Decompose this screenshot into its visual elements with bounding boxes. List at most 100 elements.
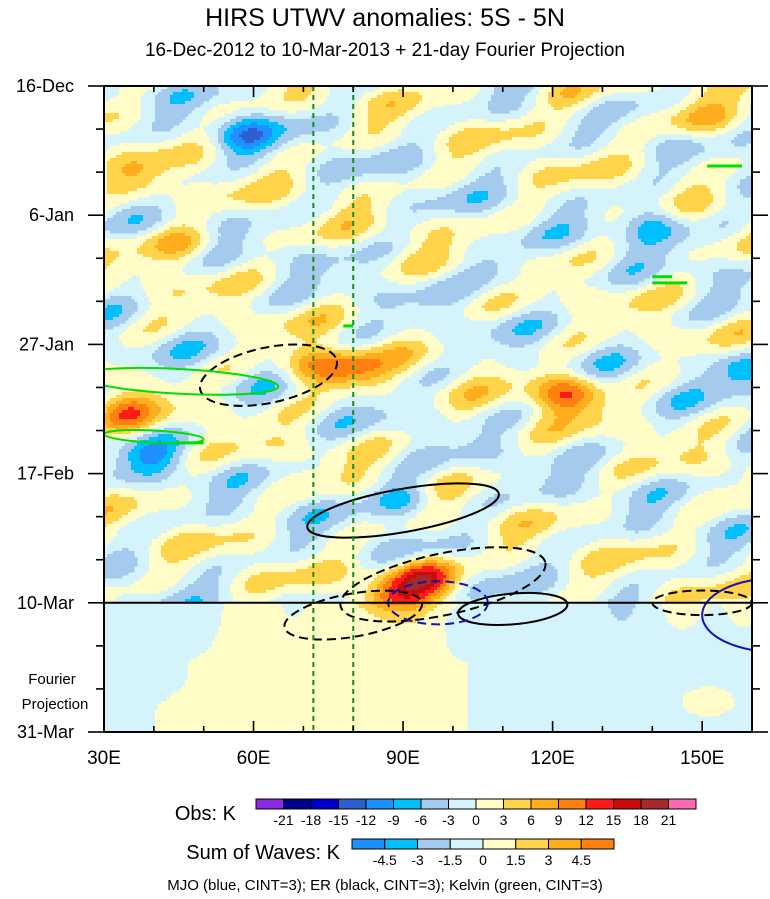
anomaly-cell (335, 140, 390, 144)
anomaly-cell (122, 170, 141, 174)
anomaly-cell (434, 608, 453, 612)
anomaly-cell (599, 488, 621, 492)
anomaly-cell (332, 581, 372, 585)
anomaly-cell (269, 125, 285, 129)
anomaly-cell (161, 395, 219, 399)
anomaly-cell (290, 548, 300, 552)
anomaly-cell (137, 443, 150, 447)
anomaly-cell (221, 224, 252, 228)
anomaly-cell (635, 386, 645, 390)
anomaly-cell (746, 557, 752, 561)
anomaly-cell (530, 395, 540, 399)
anomaly-cell (677, 545, 696, 549)
anomaly-cell (104, 428, 117, 432)
anomaly-cell (689, 254, 752, 258)
anomaly-cell (644, 242, 657, 246)
anomaly-cell (452, 581, 459, 585)
anomaly-cell (740, 437, 752, 441)
anomaly-cell (500, 527, 549, 531)
anomaly-cell (347, 380, 387, 384)
anomaly-cell (395, 347, 408, 351)
anomaly-cell (428, 497, 441, 501)
anomaly-cell (110, 146, 174, 150)
anomaly-cell (683, 290, 696, 294)
anomaly-cell (620, 566, 675, 570)
anomaly-cell (479, 296, 495, 300)
anomaly-cell (740, 359, 752, 363)
anomaly-cell (575, 380, 588, 384)
anomaly-cell (359, 443, 393, 447)
anomaly-cell (341, 407, 375, 411)
anomaly-cell (446, 590, 453, 594)
anomaly-cell (104, 200, 129, 204)
anomaly-cell (392, 260, 405, 264)
anomaly-cell (422, 245, 450, 249)
anomaly-cell (338, 419, 357, 423)
anomaly-cell (362, 95, 378, 99)
anomaly-cell (656, 146, 705, 150)
anomaly-cell (671, 404, 696, 408)
anomaly-cell (467, 473, 501, 477)
anomaly-cell (557, 293, 642, 297)
anomaly-cell (584, 263, 606, 267)
anomaly-cell (599, 494, 612, 498)
anomaly-cell (461, 533, 468, 537)
anomaly-cell (608, 209, 624, 213)
anomaly-cell (470, 302, 486, 306)
anomaly-cell (542, 410, 555, 414)
anomaly-cell (737, 446, 752, 450)
anomaly-cell (374, 296, 465, 300)
anomaly-cell (623, 587, 639, 591)
anomaly-cell (431, 164, 477, 168)
anomaly-cell (356, 419, 381, 423)
anomaly-cell (173, 200, 246, 204)
anomaly-cell (152, 125, 174, 129)
anomaly-cell (239, 398, 273, 402)
anomaly-cell (107, 266, 183, 270)
anomaly-cell (542, 416, 558, 420)
anomaly-cell (449, 578, 456, 582)
anomaly-cell (152, 320, 168, 324)
anomaly-cell (545, 233, 570, 237)
anomaly-cell (434, 143, 447, 147)
anomaly-cell (560, 590, 603, 594)
anomaly-cell (389, 122, 408, 126)
anomaly-cell (173, 146, 204, 150)
anomaly-cell (104, 365, 132, 369)
anomaly-cell (269, 107, 312, 111)
anomaly-cell (278, 365, 291, 369)
anomaly-cell (437, 563, 450, 567)
anomaly-cell (599, 104, 639, 108)
anomaly-cell (539, 89, 552, 93)
anomaly-cell (326, 182, 330, 186)
anomaly-cell (107, 182, 150, 186)
anomaly-cell (671, 623, 693, 627)
anomaly-cell (314, 509, 327, 513)
anomaly-cell (212, 359, 264, 363)
anomaly-cell (449, 575, 456, 579)
anomaly-cell (644, 338, 708, 342)
anomaly-cell (518, 182, 534, 186)
anomaly-cell (293, 257, 339, 261)
anomaly-cell (410, 239, 426, 243)
anomaly-cell (368, 227, 384, 231)
anomaly-cell (482, 200, 501, 204)
anomaly-cell (671, 431, 699, 435)
anomaly-cell (131, 431, 144, 435)
anomaly-cell (110, 398, 123, 402)
anomaly-cell (458, 188, 507, 192)
anomaly-cell (425, 596, 432, 600)
anomaly-cell (380, 503, 408, 507)
anomaly-cell (389, 596, 405, 600)
anomaly-cell (680, 179, 726, 183)
anomaly-cell (182, 143, 198, 147)
anomaly-cell (290, 377, 300, 381)
anomaly-cell (290, 365, 300, 369)
anomaly-cell (212, 476, 231, 480)
anomaly-cell (380, 305, 396, 309)
anomaly-cell (311, 389, 330, 393)
anomaly-cell (542, 407, 552, 411)
anomaly-cell (104, 179, 108, 183)
anomaly-cell (308, 503, 381, 507)
anomaly-cell (233, 131, 243, 135)
